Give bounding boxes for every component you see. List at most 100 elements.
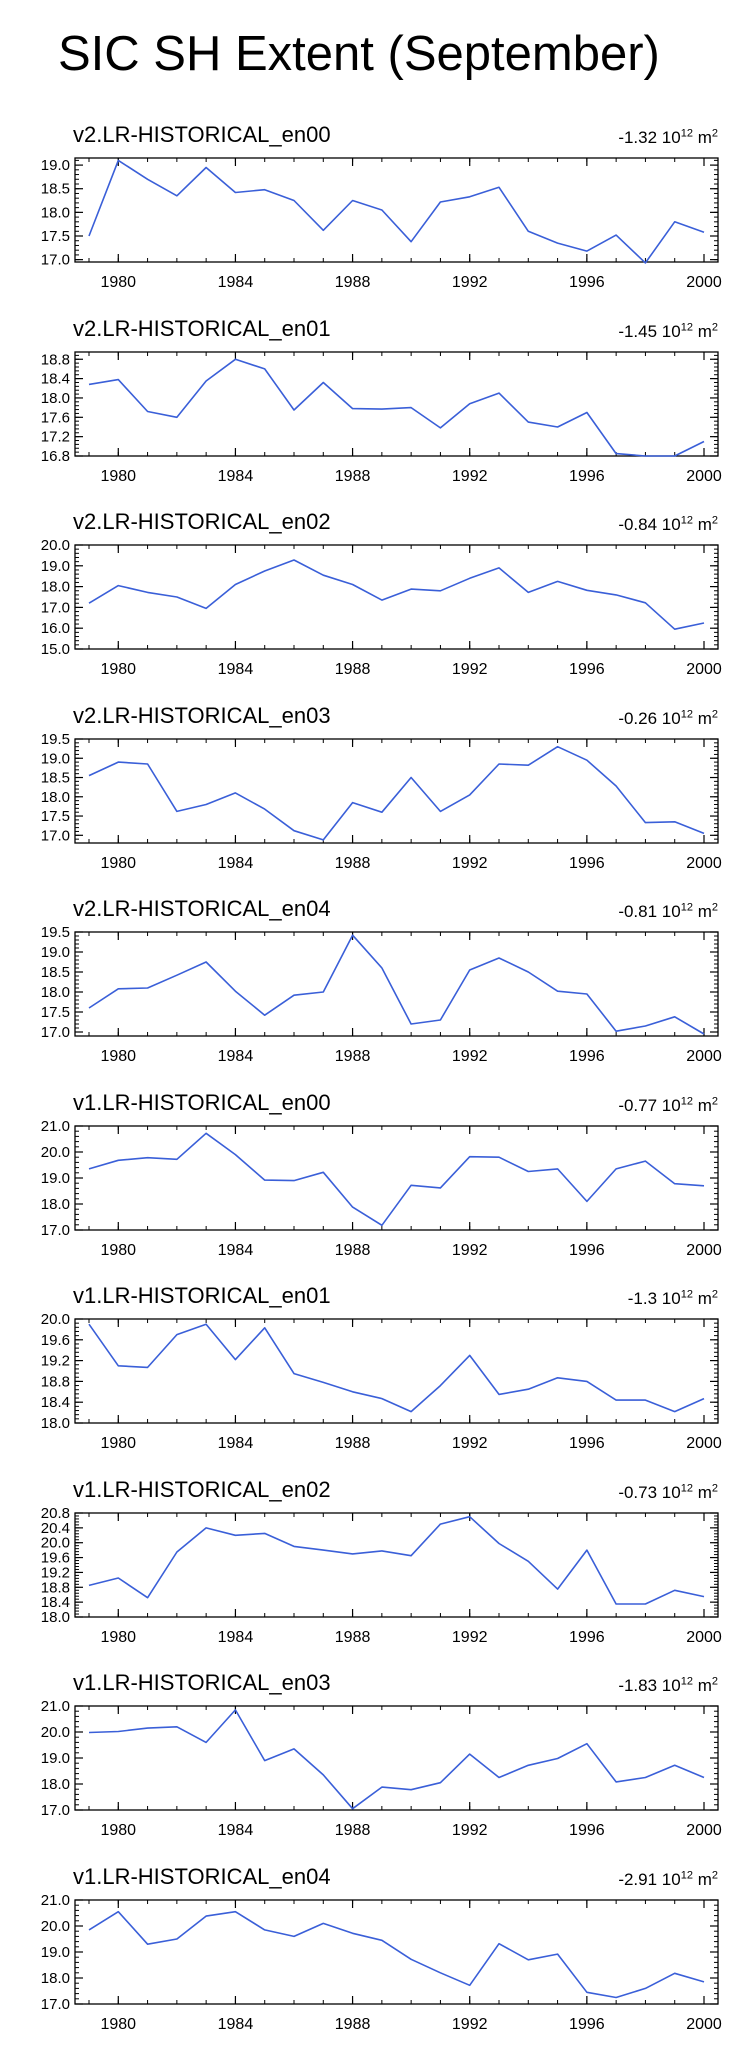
plot-frame	[74, 157, 719, 263]
trend-value: -0.26	[618, 708, 658, 728]
x-tick-label: 2000	[686, 1048, 722, 1065]
plot-frame	[74, 1511, 719, 1618]
trend-value: -0.73	[618, 1482, 658, 1502]
line-chart-2: 20.0 19.0 18.0 17.0 16.0 15.0 1980 1984 1988 1992…	[41, 537, 722, 678]
x-tick-label: 1984	[218, 2016, 254, 2033]
y-tick-label: 20.0	[41, 1311, 70, 1328]
y-tick-label: 17.0	[41, 599, 70, 616]
trend-suffix: m	[697, 708, 712, 728]
x-tick-label: 1984	[218, 468, 254, 485]
trend-label: -1.83 1012 m2	[618, 1675, 718, 1697]
x-tick-label: 1992	[452, 855, 488, 872]
x-tick-label: 1984	[218, 661, 254, 678]
x-tick-label: 1992	[452, 1435, 488, 1452]
plot-frame	[74, 1705, 719, 1811]
plot-frame	[74, 350, 719, 457]
x-tick-label: 1988	[335, 1822, 371, 1839]
panel-title: v1.LR-HISTORICAL_en04	[73, 1863, 331, 1889]
trend-label: -1.45 1012 m2	[618, 321, 718, 343]
x-tick-label: 1984	[218, 1435, 254, 1452]
y-tick-label: 21.0	[41, 1698, 70, 1715]
y-tick-label: 17.0	[41, 1024, 70, 1041]
trend-exponent: 12	[680, 514, 693, 527]
trend-exponent: 12	[680, 1675, 693, 1688]
trend-label: -0.26 1012 m2	[618, 708, 718, 730]
y-tick-label: 18.0	[41, 1609, 70, 1626]
y-tick-label: 18.4	[41, 1594, 70, 1611]
trend-value: -1.3	[627, 1289, 658, 1308]
y-tick-label: 19.0	[41, 1750, 70, 1767]
plot-frame	[74, 544, 719, 650]
y-tick-label: 18.0	[41, 1196, 70, 1213]
x-tick-label: 2000	[686, 1435, 722, 1452]
trend-value: -0.81	[618, 902, 658, 921]
x-tick-label: 1980	[100, 2016, 136, 2033]
trend-suffix: m	[697, 1095, 712, 1115]
y-tick-label: 20.0	[41, 1918, 70, 1935]
y-tick-label: 19.5	[41, 924, 70, 941]
panel-title: v1.LR-HISTORICAL_en01	[73, 1283, 331, 1308]
series-line	[88, 745, 705, 841]
y-tick-label: 17.0	[41, 1996, 70, 2013]
trend-suffix-exponent: 2	[711, 320, 718, 333]
trend-exponent: 12	[680, 707, 693, 720]
line-chart-5: 21.0 20.0 19.0 18.0 17.0 1980 1984 1988 1992 1996…	[41, 1118, 722, 1259]
x-tick-label: 1980	[100, 1629, 136, 1646]
trend-suffix-exponent: 2	[711, 514, 718, 527]
y-tick-label: 20.8	[41, 1505, 70, 1522]
line-chart-4: 19.5 19.0 18.5 18.0 17.5 17.0 1980 1984 1988 1992…	[41, 924, 722, 1065]
x-tick-label: 1996	[569, 1242, 605, 1259]
trend-suffix: m	[697, 1869, 712, 1889]
trend-unit: 10	[661, 1869, 681, 1889]
x-tick-label: 1988	[335, 1048, 371, 1065]
y-tick-label: 20.0	[41, 1144, 70, 1161]
panel-title: v2.LR-HISTORICAL_en02	[73, 509, 331, 534]
trend-exponent: 12	[680, 901, 693, 914]
y-tick-label: 19.0	[41, 558, 70, 575]
trend-suffix-exponent: 2	[711, 1481, 718, 1494]
x-tick-label: 1988	[335, 2016, 371, 2033]
y-tick-label: 19.0	[41, 750, 70, 767]
plot-frame	[74, 1318, 719, 1424]
y-tick-label: 18.0	[41, 204, 70, 221]
panel-title: v2.LR-HISTORICAL_en03	[73, 702, 331, 728]
x-tick-label: 1992	[452, 2016, 488, 2033]
trend-unit: 10	[661, 1482, 681, 1502]
y-tick-label: 19.2	[41, 1353, 70, 1370]
trend-suffix-exponent: 2	[711, 1094, 718, 1107]
trend-unit: 10	[661, 515, 681, 534]
x-tick-label: 1988	[335, 1242, 371, 1259]
panel-title: v1.LR-HISTORICAL_en03	[73, 1670, 331, 1695]
x-tick-label: 1980	[100, 1435, 136, 1452]
x-tick-label: 1984	[218, 1242, 254, 1259]
x-tick-label: 1988	[335, 661, 371, 678]
x-tick-label: 1996	[569, 1629, 605, 1646]
trend-label: -0.73 1012 m2	[618, 1482, 718, 1504]
y-tick-label: 15.0	[41, 641, 70, 658]
panel-title: v1.LR-HISTORICAL_en00	[73, 1089, 331, 1115]
y-tick-label: 17.6	[41, 409, 70, 426]
x-tick-label: 1988	[335, 855, 371, 872]
y-tick-label: 19.0	[41, 944, 70, 961]
x-tick-label: 1996	[569, 1048, 605, 1065]
series-line	[88, 1323, 705, 1413]
x-tick-label: 2000	[686, 2016, 722, 2033]
x-tick-label: 1996	[569, 468, 605, 485]
y-tick-label: 19.5	[41, 731, 70, 748]
trend-value: -0.84	[618, 515, 658, 534]
trend-suffix: m	[697, 128, 712, 147]
trend-suffix: m	[697, 321, 712, 341]
y-tick-label: 16.0	[41, 620, 70, 637]
series-line	[88, 159, 705, 264]
panel-title: v2.LR-HISTORICAL_en00	[73, 122, 331, 147]
y-tick-label: 18.8	[41, 351, 70, 368]
line-chart-9: 21.0 20.0 19.0 18.0 17.0 1980 1984 1988 1992 1996…	[41, 1892, 722, 2033]
x-tick-label: 2000	[686, 1242, 722, 1259]
trend-label: -0.84 1012 m2	[618, 514, 718, 536]
series-line	[88, 1709, 705, 1810]
x-tick-label: 1984	[218, 1822, 254, 1839]
panel-title: v2.LR-HISTORICAL_en04	[73, 896, 331, 921]
x-tick-label: 1984	[218, 855, 254, 872]
line-chart-3: 19.5 19.0 18.5 18.0 17.5 17.0 1980 1984 1988 1992…	[41, 731, 722, 872]
